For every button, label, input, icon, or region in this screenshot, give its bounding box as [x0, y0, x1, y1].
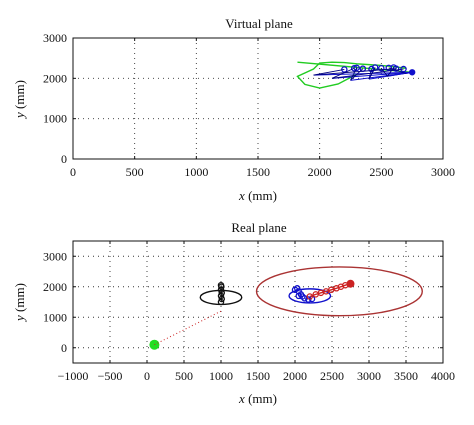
real-plane-ytick-label: 2000 — [43, 280, 67, 294]
virtual-plane-blue-link-line — [313, 69, 345, 76]
real-plane-red-path — [309, 283, 351, 298]
real-plane-black-path — [220, 285, 223, 303]
virtual-plane-blue-marker — [378, 65, 385, 72]
real-plane-ytick-label: 3000 — [43, 249, 67, 263]
virtual-plane-xtick-label: 0 — [70, 165, 76, 179]
virtual-plane-xtick-label: 2000 — [308, 165, 332, 179]
real-plane-black-marker — [217, 292, 225, 300]
virtual-plane-ylabel-unit: (mm) — [12, 80, 27, 112]
real-plane-xtick-label: 1000 — [209, 369, 233, 383]
virtual-plane-blue-fan-line — [405, 71, 413, 74]
virtual-plane-blue-fan-line — [313, 71, 413, 76]
real-plane-path-line — [154, 310, 222, 346]
virtual-plane-ytick-label: 2000 — [43, 71, 67, 85]
real-plane-xtick-label: 1500 — [246, 369, 270, 383]
virtual-plane-xtick-label: 2500 — [369, 165, 393, 179]
virtual-plane-xlabel-var: x — [238, 188, 245, 203]
virtual-plane-blue-link-line — [350, 67, 358, 81]
virtual-plane-blue-fan-line — [331, 71, 413, 79]
virtual-plane-ytick-label: 1000 — [43, 112, 67, 126]
real-plane-ytick-label: 1000 — [43, 310, 67, 324]
real-plane-plot: Real plane −1000 −500 0 500 1000 1500 2000 2500… — [12, 220, 455, 406]
real-plane-xlabel-unit: (mm) — [245, 391, 277, 406]
real-plane-xtick-label: 4000 — [431, 369, 455, 383]
real-plane-xlabel-var: x — [238, 391, 245, 406]
real-plane-data — [149, 266, 423, 350]
real-plane-title: Real plane — [231, 220, 286, 235]
real-plane-xtick-label: 500 — [175, 369, 193, 383]
real-plane-blue-marker — [295, 292, 302, 300]
virtual-plane-ytick-label: 3000 — [43, 31, 67, 45]
virtual-plane-ticks: 0 500 1000 1500 2000 2500 3000 0 1000 2000 3000 — [43, 31, 455, 179]
real-plane-red-marker — [306, 293, 314, 300]
real-plane-xtick-label: 2000 — [283, 369, 307, 383]
real-plane-ylabel-unit: (mm) — [12, 283, 27, 315]
real-plane-ylabel-var: y — [12, 315, 27, 323]
real-plane-xtick-label: 0 — [144, 369, 150, 383]
real-plane-black-marker — [218, 289, 225, 297]
virtual-plane-ytick-label: 0 — [61, 152, 67, 166]
real-plane-xtick-label: −1000 — [58, 369, 89, 383]
real-plane-xtick-label: 3000 — [357, 369, 381, 383]
real-plane-ytick-label: 0 — [61, 341, 67, 355]
virtual-plane-blue-marker — [341, 66, 348, 73]
virtual-plane-ylabel-var: y — [12, 112, 27, 120]
real-plane-darkred-ellipse — [255, 266, 423, 317]
virtual-plane-grid — [72, 37, 444, 160]
real-plane-black-marker — [217, 298, 225, 306]
virtual-plane-xtick-label: 3000 — [431, 165, 455, 179]
virtual-plane-blue-marker — [353, 64, 360, 72]
virtual-plane-green-trajectory — [296, 61, 407, 89]
virtual-plane-blue-link-line — [350, 68, 364, 81]
real-plane-xlabel: x (mm) — [238, 391, 277, 406]
virtual-plane-xtick-label: 1500 — [246, 165, 270, 179]
virtual-plane-plot: Virtual plane 0 500 1000 1500 2000 2500 3000 0 1… — [12, 16, 455, 203]
real-plane-xtick-label: −500 — [98, 369, 123, 383]
virtual-plane-xlabel: x (mm) — [238, 188, 277, 203]
real-plane-xtick-label: 3500 — [394, 369, 418, 383]
virtual-plane-xtick-label: 500 — [126, 165, 144, 179]
real-plane-xtick-label: 2500 — [320, 369, 344, 383]
virtual-plane-blue-link-line — [387, 67, 395, 77]
real-plane-ylabel: y (mm) — [12, 283, 27, 323]
virtual-plane-data — [296, 61, 416, 89]
virtual-plane-title: Virtual plane — [225, 16, 293, 31]
real-plane-blue-marker — [291, 286, 299, 294]
virtual-plane-xlabel-unit: (mm) — [245, 188, 277, 203]
real-plane-black-marker — [218, 295, 225, 303]
real-plane-blue-ellipse — [288, 288, 332, 304]
virtual-plane-blue-link-line — [331, 67, 355, 79]
virtual-plane-ylabel: y (mm) — [12, 80, 27, 120]
virtual-plane-blue-link-line — [368, 67, 376, 80]
virtual-plane-xtick-label: 1000 — [184, 165, 208, 179]
real-plane-grid — [72, 241, 444, 363]
real-plane-ticks: −1000 −500 0 500 1000 1500 2000 2500 3000 3500 400… — [43, 241, 455, 383]
